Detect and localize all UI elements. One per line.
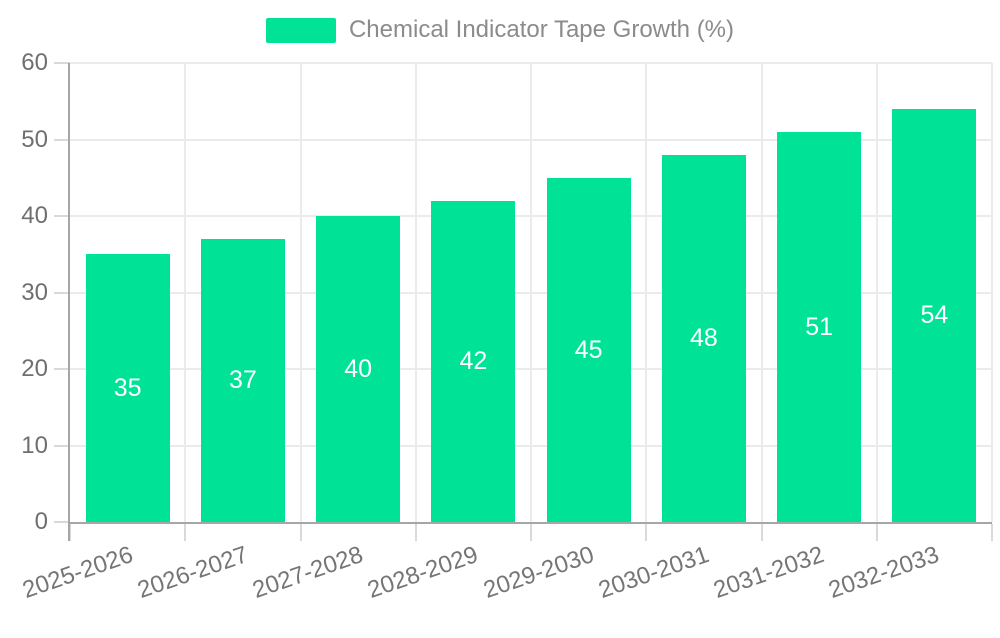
x-axis-tick-mark	[69, 524, 71, 541]
y-axis-tick-mark	[54, 215, 70, 217]
bar-value-label: 48	[689, 324, 718, 353]
y-axis-tick-label: 30	[21, 278, 48, 306]
x-axis-tick-mark	[414, 524, 417, 541]
bar[interactable]	[316, 216, 401, 522]
grid-line-vertical	[184, 63, 187, 522]
grid-line-vertical	[299, 63, 302, 522]
bar-value-label: 40	[344, 355, 373, 383]
legend-swatch-icon	[265, 17, 336, 43]
x-axis-tick-mark	[991, 524, 993, 541]
bar[interactable]	[661, 154, 746, 522]
x-axis-tick-mark	[760, 524, 763, 541]
x-axis-tick-mark	[875, 524, 878, 541]
y-axis-tick-mark	[54, 291, 70, 294]
y-axis-tick-label: 0	[34, 508, 48, 535]
y-axis-tick-label: 50	[21, 125, 48, 153]
x-axis-line	[70, 522, 992, 524]
x-axis-tick-mark	[530, 524, 532, 541]
y-axis-tick-label: 40	[21, 202, 48, 229]
y-axis-tick-mark	[54, 444, 70, 447]
legend[interactable]: Chemical Indicator Tape Growth (%)	[0, 15, 1000, 45]
plot-area: 0 10 20 30 40 50 60 35 37 40 42 45 48 51 54 2025-2026 20…	[19, 49, 993, 604]
bar-value-label: 37	[228, 366, 257, 395]
x-axis-tick-mark	[184, 524, 187, 541]
bar[interactable]	[546, 177, 631, 522]
grid-line-vertical	[645, 63, 648, 522]
grid-line-vertical	[760, 63, 763, 522]
y-axis-tick-label: 20	[21, 355, 48, 382]
legend-label: Chemical Indicator Tape Growth (%)	[348, 16, 735, 43]
y-axis-tick-label: 10	[21, 431, 48, 459]
bar-value-label: 45	[574, 335, 603, 364]
bar-value-label: 42	[459, 347, 488, 376]
bar[interactable]	[85, 254, 170, 522]
grid-line-vertical	[875, 63, 878, 522]
x-axis-tick-mark	[299, 524, 302, 541]
y-axis-tick-label: 60	[21, 49, 48, 76]
y-axis-tick-mark	[54, 62, 70, 64]
bar[interactable]	[431, 200, 516, 522]
bar[interactable]	[777, 131, 862, 522]
grid-line-vertical	[414, 63, 417, 522]
x-axis-tick-mark	[645, 524, 648, 541]
bar[interactable]	[892, 108, 977, 522]
bar-value-label: 51	[805, 312, 834, 341]
y-axis-tick-mark	[54, 368, 70, 370]
y-axis-tick-mark	[54, 521, 70, 523]
bar-value-label: 35	[113, 374, 142, 403]
bar-value-label: 54	[920, 301, 949, 330]
grid-line-vertical	[530, 63, 532, 522]
bar[interactable]	[200, 238, 285, 522]
y-axis-tick-mark	[54, 138, 70, 141]
y-axis-line	[68, 63, 70, 541]
grid-line-vertical	[991, 63, 993, 522]
